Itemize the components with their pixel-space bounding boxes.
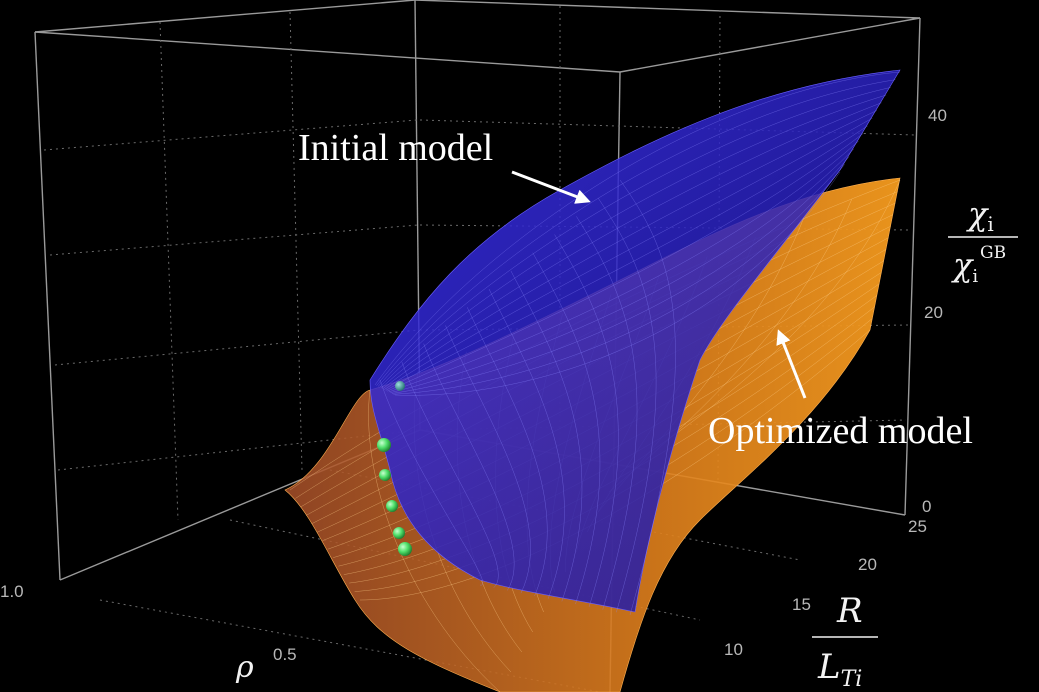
data-point-3 — [386, 500, 398, 512]
y-label-numerator: R — [836, 591, 863, 631]
initial-model-label: Initial model — [298, 127, 493, 169]
svg-text:χi: χi — [966, 195, 994, 236]
x-tick-05: 0.5 — [273, 645, 297, 664]
z-label-numerator: χ — [966, 195, 989, 233]
z-label-num-sub: i — [987, 212, 993, 236]
data-points — [377, 381, 412, 556]
y-tick-25: 25 — [908, 517, 927, 536]
initial-model-arrow — [511, 170, 591, 204]
optimized-model-arrow — [776, 329, 807, 399]
svg-text:LTi: LTi — [817, 647, 862, 692]
data-point-4 — [393, 527, 405, 539]
z-label-den-sub: i — [972, 266, 978, 287]
y-axis-label: R LTi — [812, 591, 878, 692]
y-tick-15: 15 — [792, 595, 811, 614]
y-tick-20: 20 — [858, 555, 877, 574]
z-tick-0: 0 — [922, 497, 931, 516]
x-tick-1: 1.0 — [0, 582, 24, 601]
data-point-2 — [379, 469, 391, 481]
x-axis-label: ρ — [235, 650, 254, 685]
z-label-denominator: χ — [951, 246, 974, 284]
y-label-subscript: Ti — [841, 667, 863, 692]
z-tick-40: 40 — [928, 106, 947, 125]
initial-model-surface — [369, 69, 901, 616]
data-point-1 — [377, 438, 391, 452]
z-axis-ticks: 40 20 0 — [922, 106, 947, 516]
z-label-den-sup: GB — [980, 243, 1006, 263]
x-axis-ticks: 1.0 0.5 — [0, 582, 297, 664]
optimized-model-label: Optimized model — [708, 410, 973, 452]
data-point-0 — [395, 381, 405, 391]
y-label-denominator: L — [817, 647, 841, 687]
y-axis-ticks: 25 20 15 10 — [724, 517, 927, 659]
data-point-5 — [398, 542, 412, 556]
y-tick-10: 10 — [724, 640, 743, 659]
z-axis-label: χi χi GB — [948, 195, 1018, 287]
z-tick-20: 20 — [924, 303, 943, 322]
svg-text:χi: χi — [951, 246, 978, 287]
